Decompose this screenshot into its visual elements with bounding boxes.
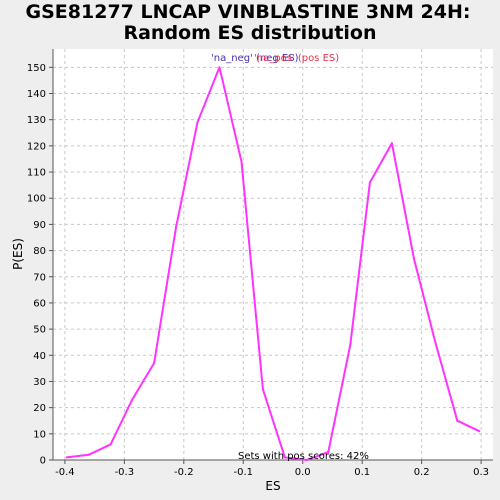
y-tick-label: 130 [27, 115, 46, 126]
data-point [327, 451, 330, 454]
data-point [240, 160, 243, 163]
data-point [412, 257, 415, 260]
data-point [305, 459, 308, 461]
y-tick-label: 20 [33, 403, 46, 414]
data-point [218, 66, 221, 69]
data-point [434, 341, 437, 344]
legend-entry-neg: 'na_neg' (neg ES) [211, 53, 299, 64]
grid-lines [53, 49, 493, 461]
y-tick-label: 80 [33, 246, 46, 257]
y-tick-label: 70 [33, 272, 46, 283]
y-tick-label: 110 [27, 168, 46, 179]
data-point [390, 142, 393, 145]
data-point [368, 181, 371, 184]
series-group [65, 66, 481, 461]
y-tick-label: 90 [33, 220, 46, 231]
y-tick-label: 30 [33, 377, 46, 388]
y-tick-label: 10 [33, 429, 46, 440]
x-tick-label: -0.4 [55, 467, 75, 478]
x-tick-label: -0.1 [234, 467, 254, 478]
data-point [283, 456, 286, 459]
x-tick-label: -0.3 [115, 467, 135, 478]
chart-subtitle: Random ES distribution [123, 22, 376, 44]
x-axis-label: ES [265, 479, 280, 493]
data-point [261, 388, 264, 391]
data-point [175, 226, 178, 229]
data-point [131, 398, 134, 401]
data-point [109, 443, 112, 446]
y-tick-label: 140 [27, 89, 46, 100]
plot-area [53, 49, 493, 460]
x-tick-labels: -0.4 -0.3 -0.2 -0.1 0.0 0.1 0.2 0.3 [55, 460, 489, 478]
x-tick-label: 0.2 [414, 467, 430, 478]
y-tick-label: 120 [27, 141, 46, 152]
y-tick-label: 50 [33, 325, 46, 336]
y-tick-label: 0 [40, 456, 46, 467]
legend-entry-pos: 'na_pos' (pos ES) [254, 53, 339, 64]
y-axis-label: P(ES) [11, 238, 25, 270]
data-point [153, 362, 156, 365]
x-tick-label: -0.2 [174, 467, 194, 478]
data-point [478, 430, 481, 433]
y-tick-label: 100 [27, 194, 46, 205]
y-tick-label: 150 [27, 63, 46, 74]
series-line [66, 66, 480, 461]
y-tick-label: 40 [33, 351, 46, 362]
data-point [349, 343, 352, 346]
axes [52, 49, 493, 461]
data-point [456, 419, 459, 422]
x-tick-label: 0.3 [473, 467, 489, 478]
data-point [65, 456, 68, 459]
pos-scores-annotation: Sets with pos scores: 42% [238, 451, 369, 462]
y-tick-labels: 0 10 20 30 40 50 60 70 80 90 100 110 120 130 140 150 [27, 63, 53, 467]
y-tick-label: 60 [33, 298, 46, 309]
chart-title: GSE81277 LNCAP VINBLASTINE 3NM 24H: [26, 1, 471, 23]
x-tick-label: 0.0 [295, 467, 311, 478]
x-tick-label: 0.1 [354, 467, 370, 478]
data-point [196, 121, 199, 124]
data-point [87, 453, 90, 456]
